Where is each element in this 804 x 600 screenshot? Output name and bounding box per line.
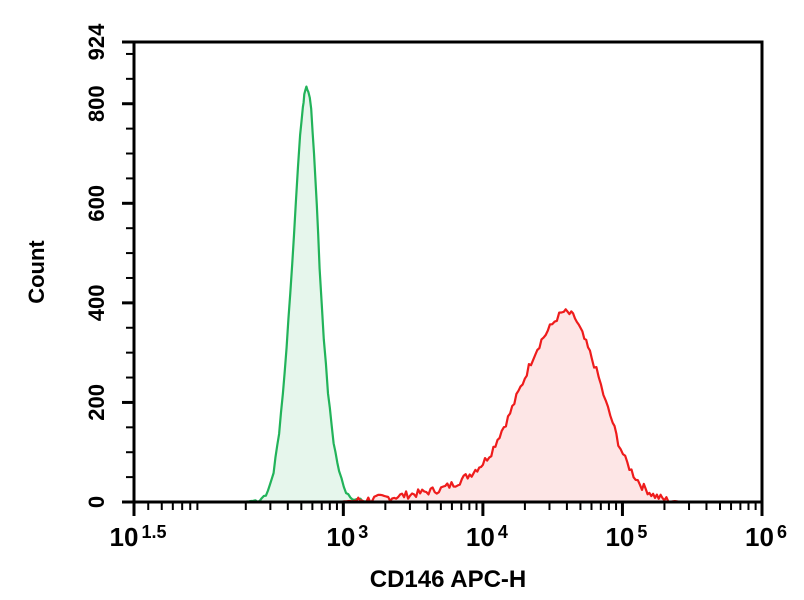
- y-axis-title: Count: [24, 240, 49, 304]
- x-tick-label: 10 4: [466, 522, 508, 552]
- plot-frame: [132, 40, 764, 504]
- y-tick-label: 200: [84, 384, 109, 421]
- y-tick-label: 400: [84, 285, 109, 322]
- series-line-control: [242, 85, 369, 504]
- series-area-control: [242, 86, 369, 502]
- series-layer: [242, 85, 682, 504]
- series-line-cd146: [336, 308, 682, 504]
- y-tick-label: 0: [84, 496, 109, 508]
- y-tick-label: 800: [84, 85, 109, 122]
- y-tick-label: 600: [84, 185, 109, 222]
- x-tick-label: 10 3: [326, 522, 368, 552]
- x-tick-label: 10 5: [605, 522, 647, 552]
- y-tick-labels: 0 200 400 600 800 924: [84, 23, 109, 508]
- series-area-cd146: [336, 309, 682, 502]
- x-axis-title: CD146 APC-H: [370, 566, 526, 593]
- ticks-layer: [122, 40, 764, 516]
- y-tick-label: 924: [84, 23, 109, 60]
- x-tick-label: 10 6: [745, 522, 787, 552]
- x-tick-label: 10 1.5: [110, 522, 167, 552]
- x-tick-labels: 10 1.5 10 3 10 4 10 5 10 6: [110, 522, 787, 552]
